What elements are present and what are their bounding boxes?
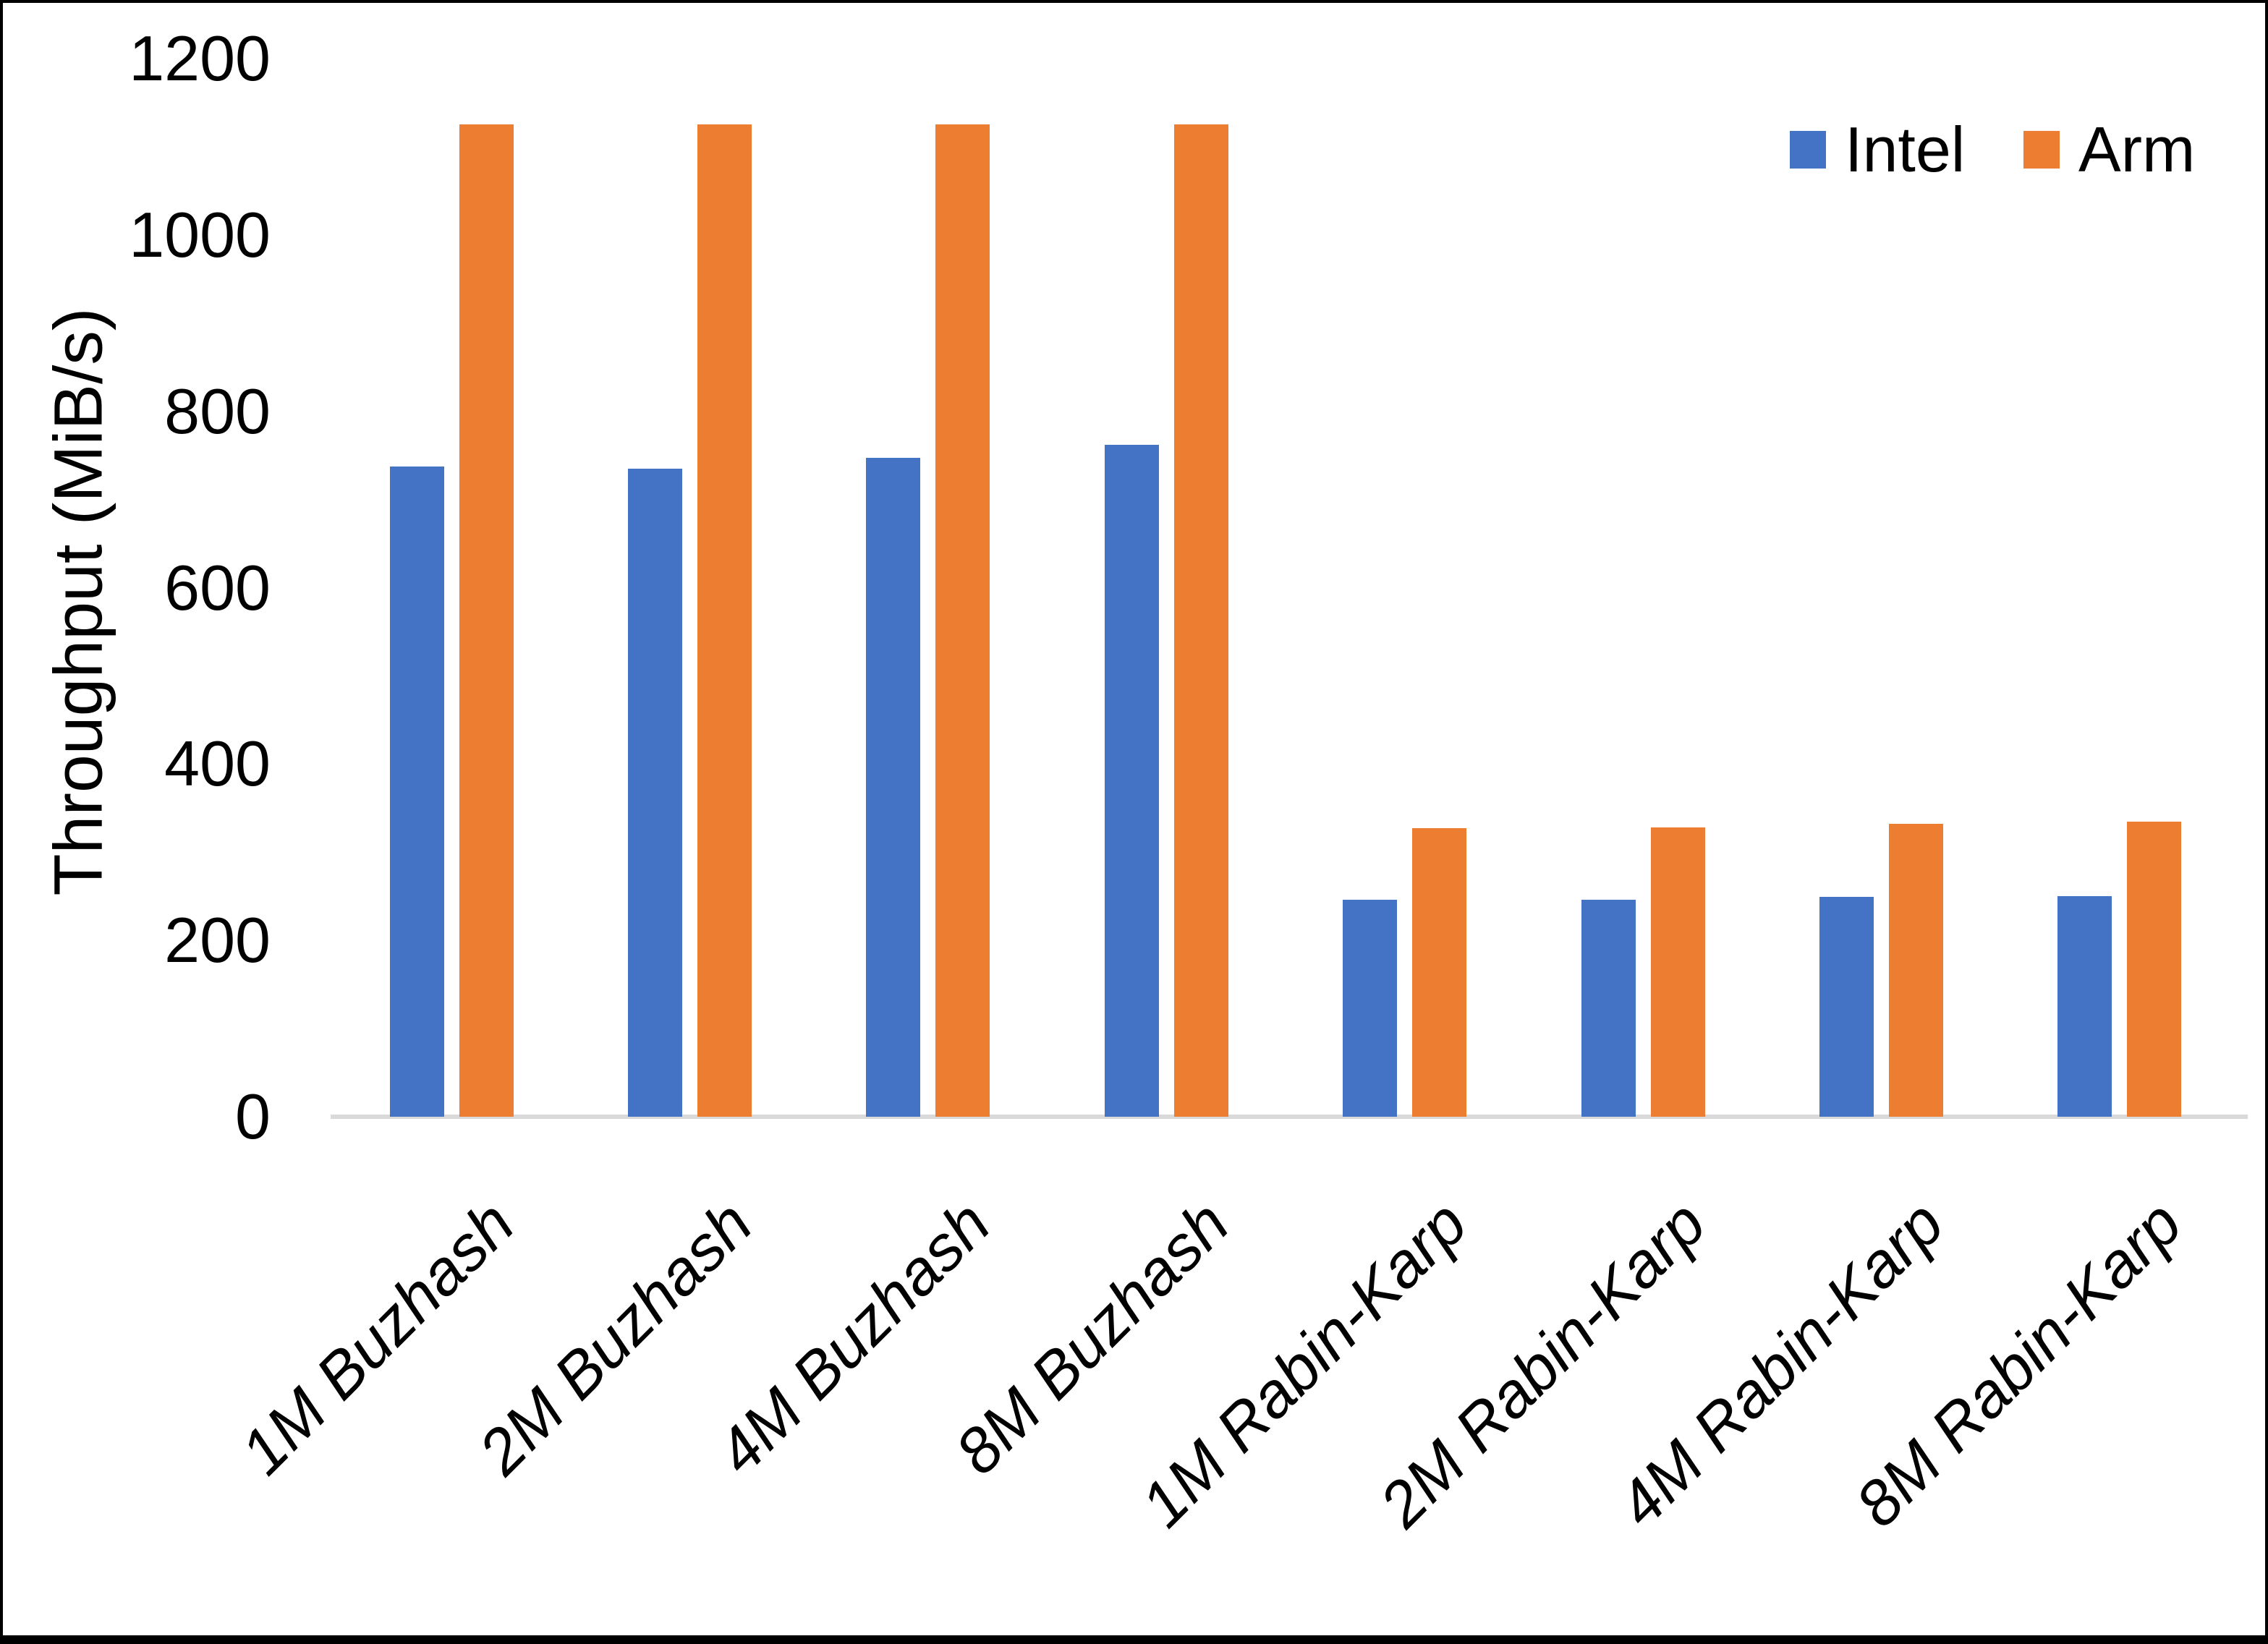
bar-arm-4m-rabin-karp xyxy=(1888,824,1943,1117)
bar-intel-2m-rabin-karp xyxy=(1581,900,1636,1117)
x-axis-category-labels: 1M Buzhash 2M Buzhash 4M Buzhash 8M Buzhash… xyxy=(3,3,2265,1635)
x-label-1m-buzhash: 1M Buzhash xyxy=(226,1187,527,1488)
bar-arm-1m-buzhash xyxy=(459,124,514,1117)
bar-arm-8m-buzhash xyxy=(1173,124,1228,1117)
bar-intel-1m-rabin-karp xyxy=(1343,900,1398,1117)
y-tick-600: 600 xyxy=(164,551,271,623)
plot-area xyxy=(331,59,2248,1119)
y-tick-0: 0 xyxy=(235,1081,271,1152)
y-tick-800: 800 xyxy=(164,375,271,447)
y-tick-1200: 1200 xyxy=(129,22,271,94)
bar-intel-8m-buzhash xyxy=(1104,445,1159,1117)
y-tick-1000: 1000 xyxy=(129,198,271,271)
y-tick-400: 400 xyxy=(164,728,271,800)
x-axis-line xyxy=(331,1115,2248,1119)
bar-intel-4m-buzhash xyxy=(866,458,921,1117)
bar-intel-1m-buzhash xyxy=(389,467,444,1117)
bar-arm-2m-buzhash xyxy=(697,124,752,1117)
y-tick-200: 200 xyxy=(164,904,271,976)
bar-intel-8m-rabin-karp xyxy=(2057,896,2112,1117)
bar-arm-4m-buzhash xyxy=(935,124,990,1117)
bar-arm-1m-rabin-karp xyxy=(1412,828,1467,1117)
bar-arm-8m-rabin-karp xyxy=(2127,821,2182,1117)
bar-arm-2m-rabin-karp xyxy=(1650,827,1705,1117)
y-axis-tick-labels: 0 200 400 600 800 1000 1200 xyxy=(3,3,271,1635)
bar-intel-4m-rabin-karp xyxy=(1819,897,1874,1117)
bar-intel-2m-buzhash xyxy=(628,468,683,1117)
